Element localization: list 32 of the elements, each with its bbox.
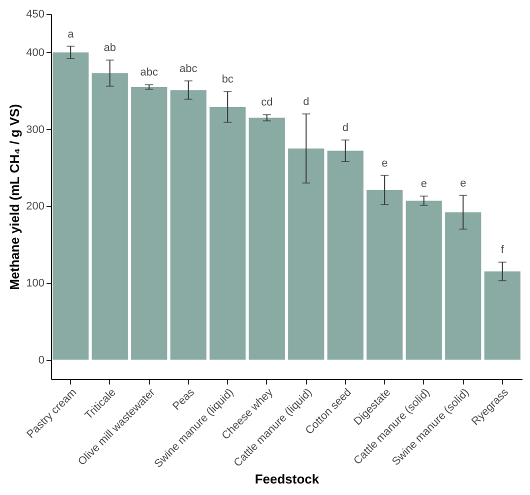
y-tick-label: 450 (26, 8, 44, 20)
y-axis-title: Methane yield (mL CH₄ / g VS) (7, 104, 22, 290)
bar (406, 200, 442, 360)
annotation: abc (180, 62, 198, 75)
bar (327, 150, 364, 360)
bar (92, 73, 128, 360)
annotation: bc (222, 74, 234, 86)
annotation: ab (104, 42, 116, 54)
y-tick-label: 100 (26, 277, 44, 290)
y-tick-label: 200 (26, 200, 44, 213)
bar (288, 148, 324, 360)
bar (484, 271, 520, 360)
annotation: e (420, 178, 427, 190)
x-axis-title: Feedstock (254, 472, 320, 486)
annotation: cd (261, 96, 273, 109)
bar (248, 118, 285, 360)
bar (210, 106, 246, 360)
annotation: d (303, 96, 310, 108)
y-tick-label: 400 (26, 46, 44, 59)
annotation: e (460, 177, 466, 190)
y-tick-label: 0 (38, 354, 44, 366)
annotation: abc (140, 66, 158, 79)
annotation: a (68, 28, 75, 40)
y-tick-label: 300 (26, 124, 44, 136)
annotation: f (500, 244, 505, 256)
annotation: d (342, 122, 348, 134)
bar (170, 90, 206, 360)
bar (366, 190, 403, 360)
bar (52, 52, 89, 360)
bar (445, 212, 482, 360)
annotation: e (382, 157, 388, 170)
bar (131, 87, 168, 360)
